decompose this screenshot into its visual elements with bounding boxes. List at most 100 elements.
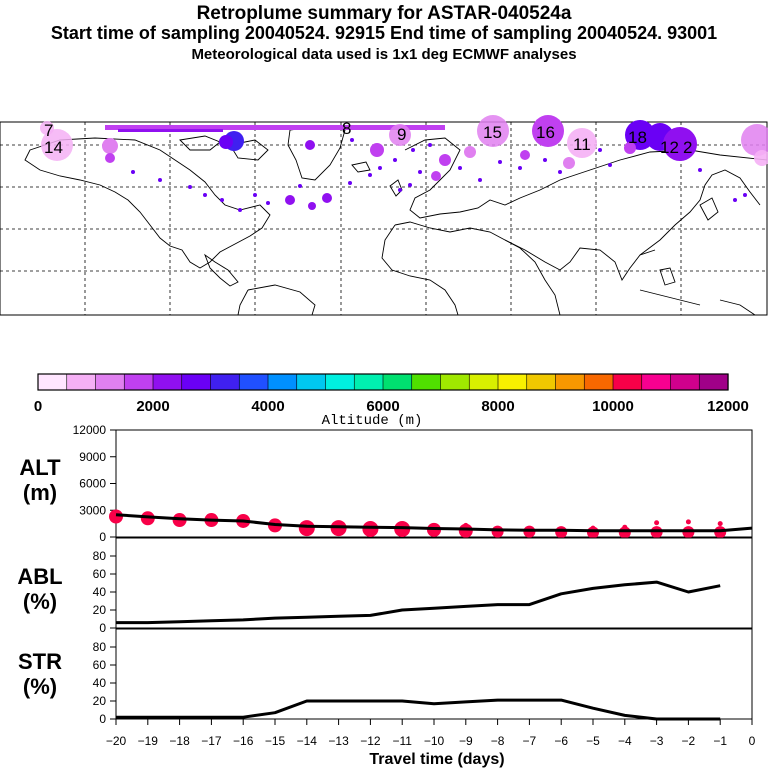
colorbar-cell: [612, 373, 643, 391]
colorbar-cell: [238, 373, 269, 391]
meteorological-data-subtitle: Meteorological data used is 1x1 deg ECMW…: [191, 46, 577, 63]
colorbar-cell: [181, 373, 212, 391]
cluster-marker: [285, 195, 295, 205]
colorbar-cell: [353, 373, 384, 391]
cluster-marker: [624, 142, 636, 154]
colorbar-tick-label: 4000: [251, 398, 284, 415]
colorbar-tick-label: 12000: [707, 398, 749, 415]
cluster-marker: [567, 128, 597, 158]
x-tick-label: −9: [459, 734, 473, 748]
alt-scatter-point: [109, 509, 123, 524]
colorbar-cell: [267, 373, 298, 391]
map-frame: [0, 121, 768, 316]
y-tick-label: 3000: [79, 503, 106, 517]
cluster-marker: [439, 154, 451, 166]
colorbar-cell: [95, 373, 125, 391]
colorbar-cell: [698, 373, 729, 391]
abl-chart: 0 20 40 60 80: [93, 537, 753, 635]
colorbar-cell: [37, 373, 68, 391]
x-tick-label: −10: [424, 734, 445, 748]
colorbar-tick-label: 8000: [481, 398, 514, 415]
cluster-marker: [322, 193, 332, 203]
str-chart: 0 20 40 60 80: [93, 628, 753, 726]
colorbar-cell: [641, 373, 672, 391]
colorbar-frame: [37, 373, 729, 391]
cluster-marker: [308, 202, 316, 210]
y-tick-label: 60: [93, 658, 107, 672]
colorbar-cell: [583, 373, 614, 391]
panel-frame: [115, 628, 753, 720]
plume-points: [131, 138, 747, 212]
colorbar-cell: [440, 373, 470, 391]
map-label: 15: [483, 123, 502, 142]
x-tick-label: 0: [749, 734, 756, 748]
colorbar-cell: [296, 373, 327, 391]
y-tick-label: 20: [93, 694, 107, 708]
alt-scatter-point: [458, 523, 473, 538]
colorbar-tick-label: 0: [34, 398, 42, 415]
map-cluster-labels: 14 15 16 11 18 12 2 7 8 9: [44, 119, 692, 157]
alt-scatter-top-point: [463, 522, 469, 528]
map-graticule: [0, 122, 767, 315]
alt-scatter-point: [491, 525, 504, 538]
y-tick-label: 12000: [73, 423, 107, 437]
figure-title: Retroplume summary for ASTAR-040524a: [196, 3, 572, 24]
x-tick-label: −2: [682, 734, 696, 748]
y-tick-label: 40: [93, 585, 107, 599]
x-tick-label: −12: [360, 734, 381, 748]
y-tick-label: 40: [93, 676, 107, 690]
alt-scatter-point: [362, 520, 379, 537]
alt-scatter-point: [298, 520, 315, 537]
map-label: 9: [397, 125, 406, 144]
x-tick-label: −5: [586, 734, 600, 748]
x-tick-label: −15: [265, 734, 286, 748]
alt-scatter-top-point: [717, 521, 723, 527]
abl-panel-unit: (%): [23, 589, 57, 614]
x-axis-title: Travel time (days): [369, 751, 504, 768]
map-label: 16: [536, 123, 555, 142]
x-tick-label: −16: [233, 734, 254, 748]
series-line: [116, 580, 721, 625]
map-label: 8: [342, 119, 351, 138]
x-tick-label: −18: [169, 734, 190, 748]
cluster-marker: [105, 153, 115, 163]
colorbar-axis-label: Altitude (m): [322, 413, 423, 429]
x-tick-label: −13: [328, 734, 349, 748]
series-line: [115, 513, 753, 533]
alt-scatter-point: [555, 526, 568, 539]
colorbar-tick-label: 2000: [136, 398, 169, 415]
x-tick-label: −17: [201, 734, 222, 748]
colorbar-tick-labels: 0 2000 4000 6000 8000 10000 12000: [34, 398, 749, 415]
colorbar-cell: [526, 373, 557, 391]
series-line: [116, 698, 721, 721]
cluster-marker: [663, 127, 697, 161]
y-tick-label: 80: [93, 640, 107, 654]
alt-scatter-top-point: [622, 524, 628, 530]
map-label: 12: [660, 138, 679, 157]
alt-panel-unit: (m): [23, 480, 57, 505]
cluster-marker: [532, 115, 564, 147]
alt-chart: 0 3000 6000 9000 12000: [73, 423, 753, 544]
x-tick-label: −1: [713, 734, 727, 748]
y-tick-label: 80: [93, 549, 107, 563]
map-label: 14: [44, 138, 63, 157]
x-tick-label: −4: [618, 734, 632, 748]
colorbar-cell: [66, 373, 97, 391]
y-tick-label: 60: [93, 567, 107, 581]
str-panel-label: STR: [18, 649, 62, 674]
cluster-marker: [370, 143, 384, 157]
colorbar-tick-label: 10000: [592, 398, 634, 415]
colorbar-cell: [152, 373, 183, 391]
travel-time-axis: −20 −19 −18 −17 −16 −15 −14 −13 −12 −11 −10 −9 −8 −7−…: [106, 719, 756, 748]
x-tick-label: −6: [554, 734, 568, 748]
x-tick-label: −20: [106, 734, 127, 748]
alt-scatter-top-point: [685, 519, 691, 525]
sampling-time-subtitle: Start time of sampling 20040524. 92915 E…: [50, 23, 718, 43]
cluster-marker: [40, 121, 54, 135]
cluster-marker: [219, 135, 233, 149]
colorbar-tick-label: 6000: [366, 398, 399, 415]
colorbar-cells: [37, 373, 729, 391]
map-label: 11: [573, 135, 591, 154]
x-tick-label: −14: [297, 734, 318, 748]
